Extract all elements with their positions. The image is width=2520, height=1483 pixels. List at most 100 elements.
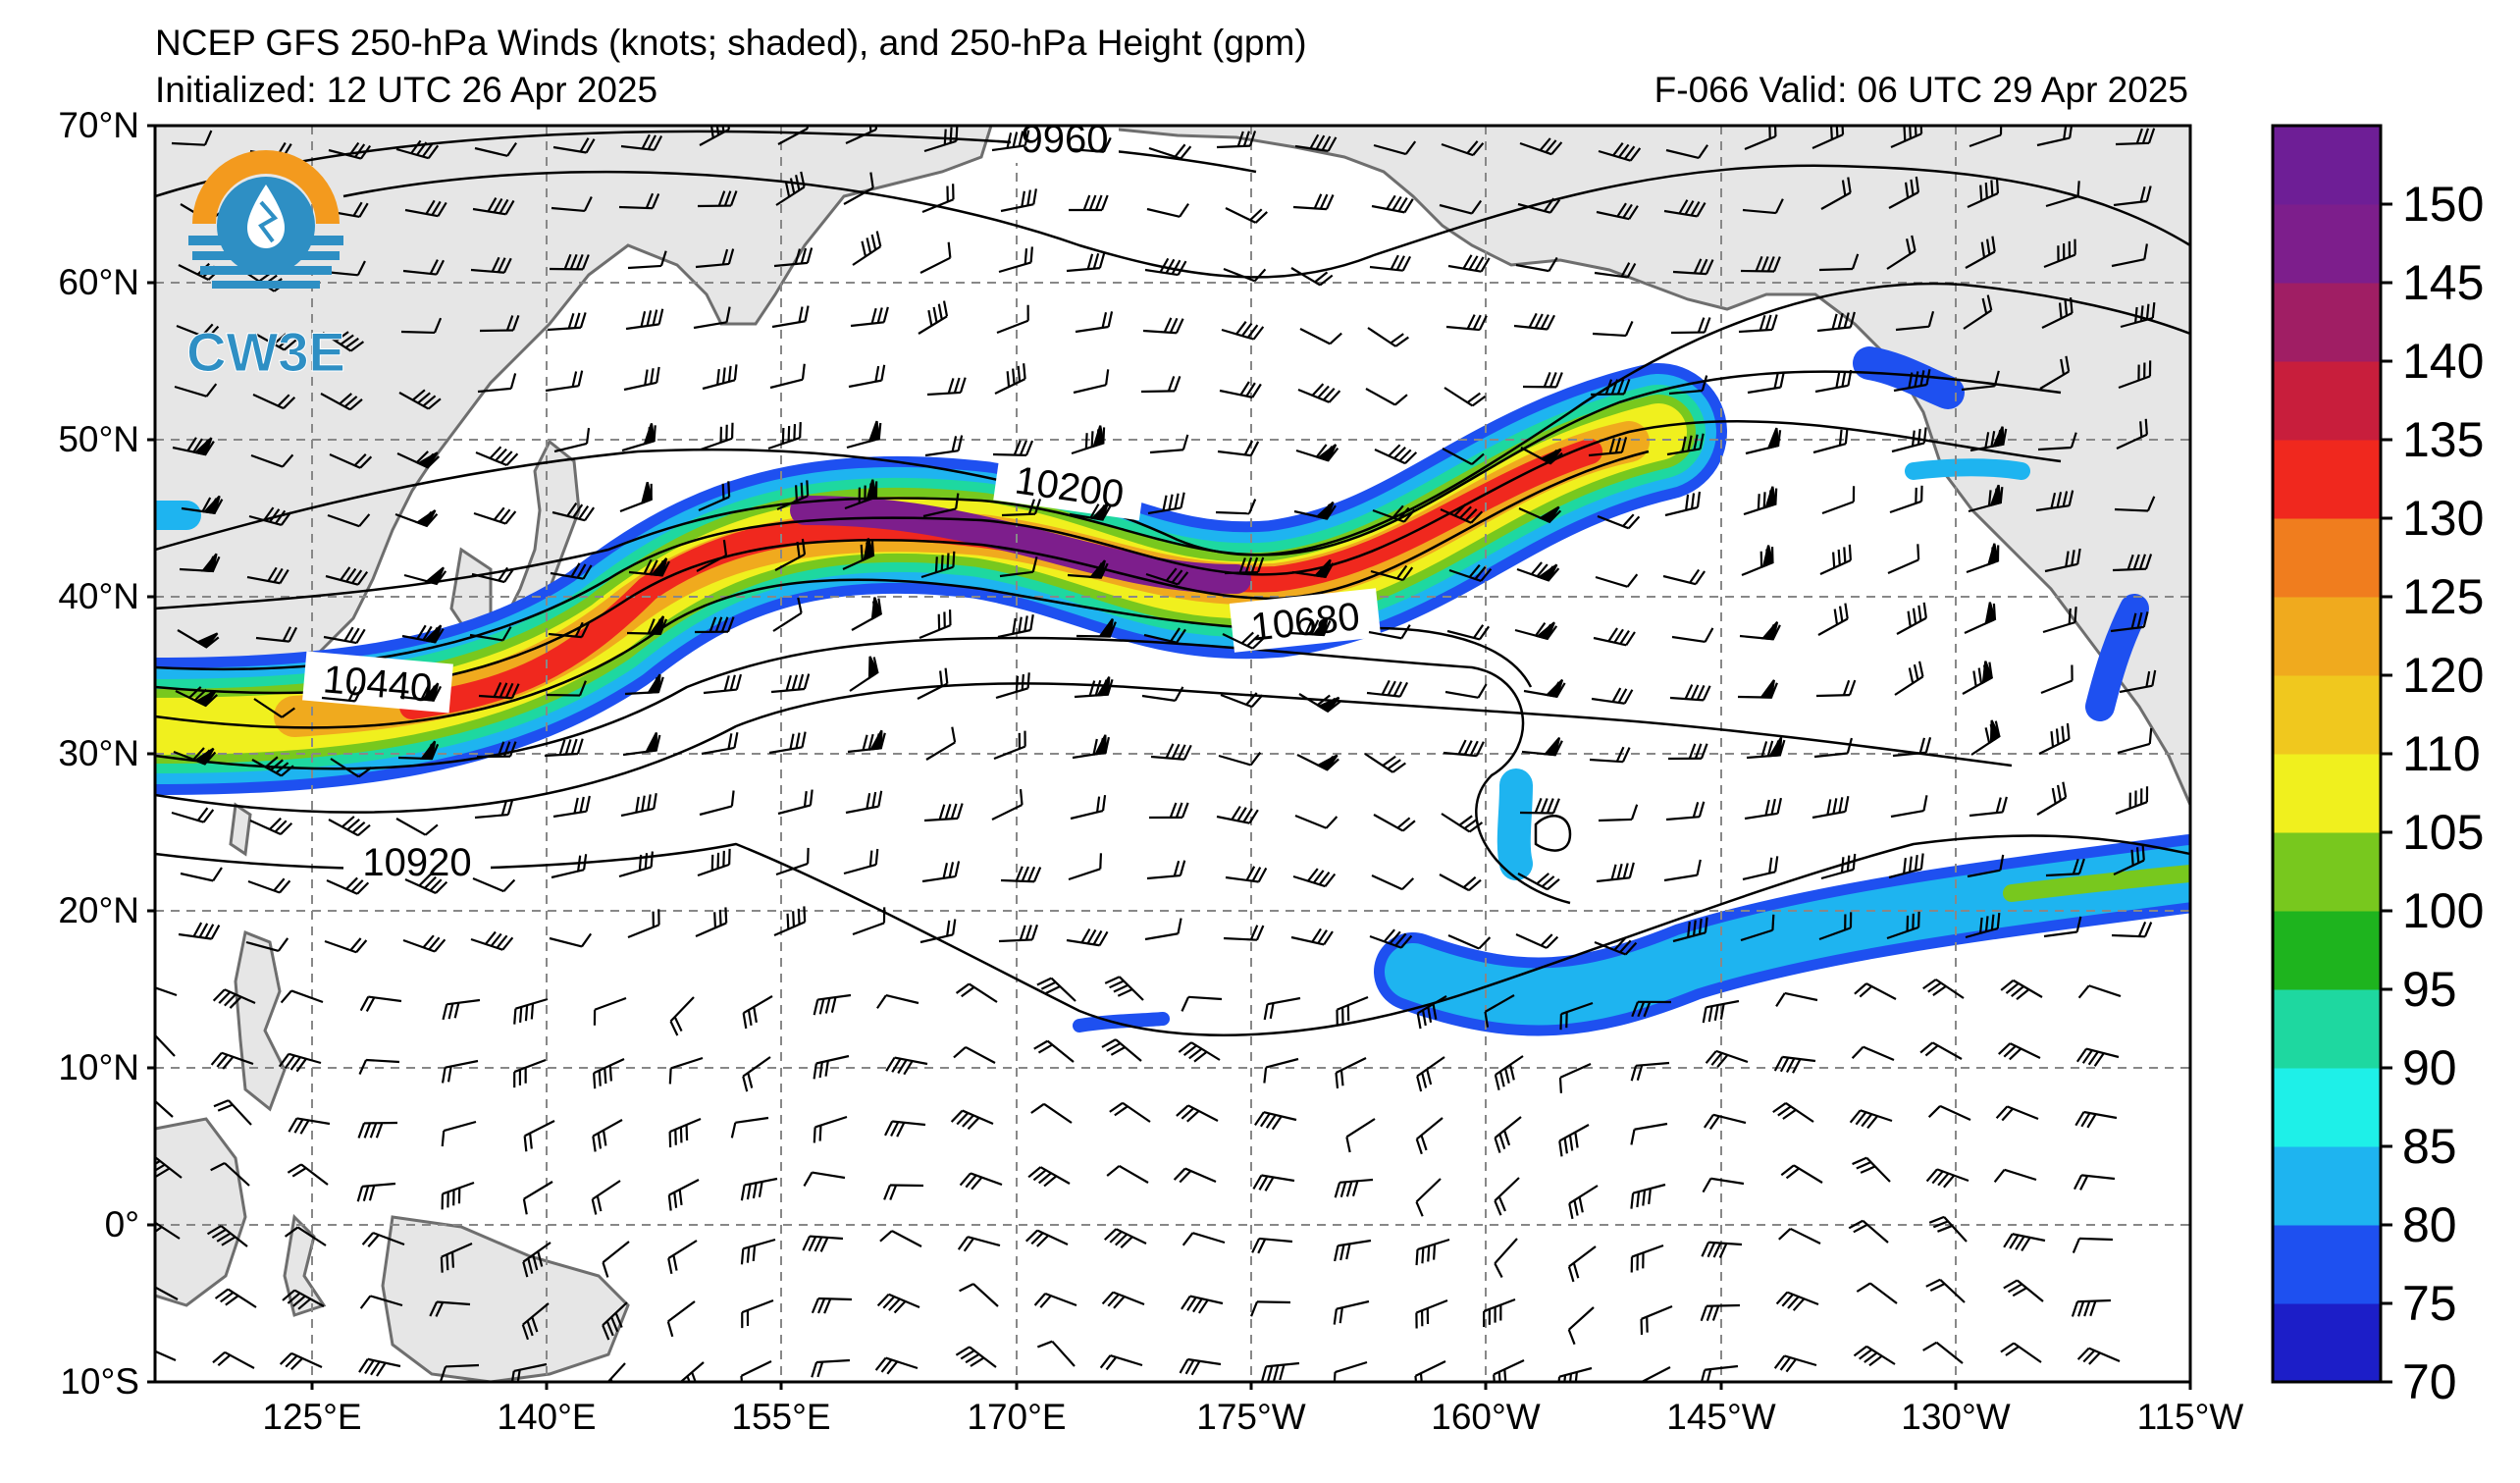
wind-barb	[2044, 548, 2081, 573]
wind-barb	[1893, 369, 1931, 393]
wind-barb	[1373, 814, 1416, 832]
wind-barb	[210, 1051, 254, 1070]
wind-barb	[155, 1286, 179, 1300]
wind-barb	[206, 1225, 248, 1247]
wind-barb	[775, 171, 806, 206]
wind-barb	[1813, 737, 1854, 759]
colorbar-box-130	[2273, 440, 2381, 519]
wind-barb	[1640, 1366, 1671, 1382]
wind-barb	[874, 1356, 919, 1375]
lat-label-70n: 70°N	[58, 105, 139, 145]
wind-barb	[1892, 736, 1932, 758]
wind-barb	[1630, 1122, 1668, 1145]
wind-barb	[1598, 142, 1642, 162]
wind-barb	[775, 847, 810, 876]
colorbar-label-140: 140	[2402, 334, 2484, 389]
wind-barb	[1367, 327, 1409, 347]
wind-barb	[1969, 426, 2008, 452]
wind-barb	[1224, 556, 1265, 575]
wind-barb	[251, 756, 294, 777]
wind-barb	[2113, 185, 2152, 207]
wind-barb	[1558, 1062, 1592, 1093]
wind-barb	[513, 997, 549, 1025]
wind-barb	[1775, 991, 1818, 1008]
wind-barb	[1523, 678, 1566, 699]
wind-barb	[879, 1230, 922, 1247]
wind-barb	[1967, 854, 2005, 878]
wind-barb	[1964, 602, 1997, 635]
wind-barb	[1027, 1166, 1071, 1188]
wind-barb	[1744, 126, 1777, 151]
colorbar-label-105: 105	[2402, 805, 2484, 860]
wind-barb	[811, 1358, 851, 1378]
graticule	[155, 126, 2190, 1382]
wind-barb	[1558, 1124, 1590, 1157]
wind-barb	[1290, 927, 1334, 946]
colorbar-label-95: 95	[2402, 962, 2457, 1017]
colorbar-box-135	[2273, 361, 2381, 441]
wind-barb	[1819, 544, 1853, 575]
wind-barb	[328, 141, 372, 160]
wind-barb	[1668, 375, 1708, 396]
wind-barb	[155, 986, 178, 997]
wind-barb	[1814, 369, 1853, 394]
colorbar-box-140	[2273, 283, 2381, 362]
wind-barb	[1225, 866, 1268, 883]
wind-barb	[1101, 1291, 1145, 1309]
wind-barb	[171, 807, 215, 823]
wind-barb	[693, 306, 731, 330]
wind-barb	[920, 551, 956, 579]
wind-barb	[2042, 607, 2077, 634]
wind-barb	[2003, 1279, 2044, 1302]
wind-barb	[1296, 754, 1339, 771]
wind-barb	[917, 667, 949, 700]
wind-barb	[323, 626, 366, 645]
wind-barb	[1215, 499, 1257, 515]
wind-barb	[1591, 687, 1634, 705]
wind-barb	[1416, 1056, 1445, 1092]
wind-barb	[1181, 1295, 1224, 1314]
wind-barb	[1493, 1359, 1525, 1382]
wind-barb	[1701, 1241, 1743, 1258]
wind-barb	[327, 513, 371, 528]
wind-barb	[998, 246, 1033, 274]
wind-barb	[698, 481, 731, 512]
wind-barb	[1069, 502, 1112, 521]
wind-barb	[918, 300, 949, 335]
wind-barb	[876, 1293, 920, 1314]
wind-barb	[1001, 499, 1042, 517]
wind-barb	[703, 673, 743, 695]
lat-label-0: 0°	[105, 1204, 139, 1245]
wind-barb	[1076, 618, 1117, 638]
wind-barb	[330, 758, 373, 778]
wind-barb	[469, 626, 512, 642]
wind-barb	[1594, 262, 1637, 279]
wind-barb	[1068, 853, 1103, 881]
contour-label-10920: 10920	[362, 841, 471, 884]
wind-barb	[1890, 795, 1928, 819]
wind-barb	[1179, 1357, 1222, 1376]
wind-barb	[180, 867, 223, 882]
wind-barb	[1036, 977, 1076, 1002]
wind-barb	[2041, 297, 2074, 329]
wind-barb	[1333, 1360, 1368, 1382]
wind-barb	[1148, 143, 1192, 160]
wind-barb	[552, 137, 596, 154]
wind-barb	[955, 1346, 997, 1368]
wind-barb	[550, 562, 593, 580]
wind-barb	[1739, 621, 1781, 641]
wind-barb	[1737, 679, 1778, 699]
wind-barb	[1225, 207, 1268, 224]
wind-barb	[1483, 1298, 1516, 1327]
wind-barb	[1961, 370, 2000, 392]
colorbar-label-125: 125	[2402, 569, 2484, 624]
wind-barb	[618, 192, 660, 210]
wind-barb	[1070, 795, 1107, 821]
wind-barb	[924, 435, 964, 457]
colorbar-box-145	[2273, 204, 2381, 284]
wind-barb	[2114, 496, 2156, 512]
wind-barb	[1820, 177, 1852, 210]
wind-barb	[1747, 371, 1785, 395]
wind-barb	[1593, 627, 1636, 647]
wind-barb	[403, 566, 447, 586]
